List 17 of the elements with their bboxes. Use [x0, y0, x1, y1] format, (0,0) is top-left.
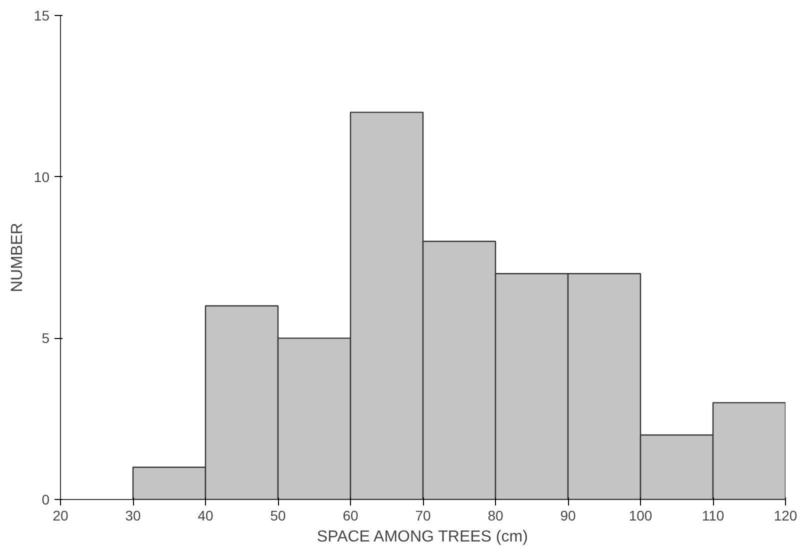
x-axis-title: SPACE AMONG TREES (cm): [316, 528, 528, 546]
x-tick-label: 100: [628, 508, 652, 524]
x-tick-label: 50: [270, 508, 286, 524]
y-tick-label: 5: [42, 330, 50, 346]
y-axis-title: NUMBER: [8, 222, 26, 292]
x-tick-label: 120: [774, 508, 798, 524]
x-tick-label: 110: [702, 508, 724, 524]
x-tick-label: 40: [198, 508, 214, 524]
x-tick-label: 70: [415, 508, 431, 524]
x-tick-label: 20: [52, 508, 68, 524]
y-tick-label: 10: [34, 168, 50, 185]
x-tick-label: 30: [125, 508, 141, 524]
y-tick-label: 0: [42, 492, 50, 508]
x-tick-label: 60: [342, 508, 358, 524]
y-tick-label: 15: [34, 8, 50, 24]
x-tick-label: 80: [488, 508, 504, 524]
x-tick-label: 90: [560, 508, 576, 524]
